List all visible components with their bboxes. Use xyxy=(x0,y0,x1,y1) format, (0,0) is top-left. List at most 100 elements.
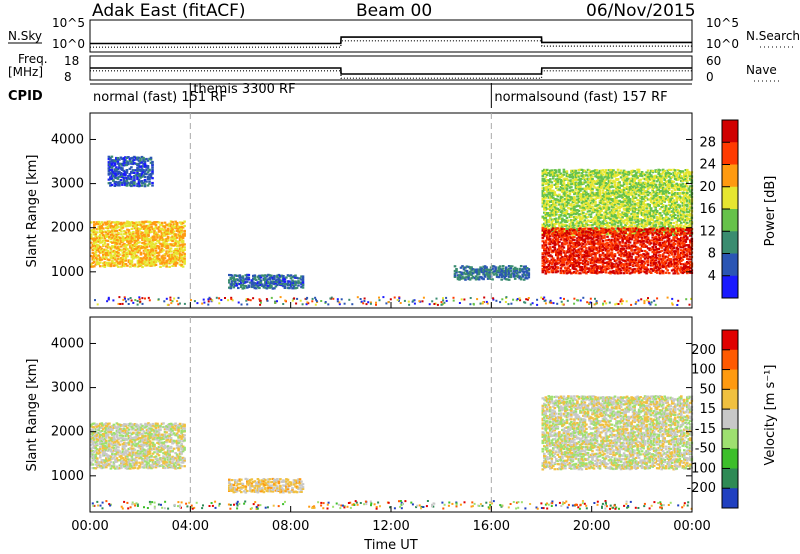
power-cell-3132 xyxy=(630,203,633,206)
power-cell-2709 xyxy=(603,211,606,214)
power-cell-3676 xyxy=(666,179,669,183)
power-cell-532 xyxy=(112,238,116,241)
power-cell-4562 xyxy=(589,246,593,249)
power-cell-3107 xyxy=(628,207,632,210)
power-cell-4900 xyxy=(621,241,624,244)
power-cell-681 xyxy=(127,240,131,243)
power-cell-852 xyxy=(142,222,146,225)
power-cell-229 xyxy=(139,159,142,162)
power-cell-2410 xyxy=(582,181,585,184)
power-cell-794 xyxy=(138,261,141,264)
power-cell-2488 xyxy=(588,203,591,206)
power-cell-2408 xyxy=(582,187,585,190)
power-cell-4941 xyxy=(625,263,629,267)
power-cell-1723 xyxy=(510,265,514,268)
power-cell-2138 xyxy=(564,191,567,194)
noise-right-tick-top: 10^5 xyxy=(706,16,739,30)
power-cell-4637 xyxy=(595,233,599,237)
power-cell-1232 xyxy=(178,230,182,234)
power-cell-1147 xyxy=(171,239,174,243)
power-cell-818 xyxy=(139,231,143,234)
power-cell-3546 xyxy=(658,222,662,225)
power-cell-3460 xyxy=(652,221,656,224)
power-cell-3209 xyxy=(634,182,638,185)
power-cell-689 xyxy=(127,221,131,224)
power-cell-2558 xyxy=(592,198,596,202)
power-cell-4869 xyxy=(618,241,621,244)
power-cell-4113 xyxy=(547,263,551,266)
power-cell-134 xyxy=(125,180,129,183)
power-cell-3758 xyxy=(672,214,675,218)
power-cell-3043 xyxy=(624,197,627,200)
power-cell-1380 xyxy=(256,281,260,284)
power-cell-4382 xyxy=(573,248,576,251)
power-cell-966 xyxy=(153,255,156,258)
power-cell-50 xyxy=(113,174,117,177)
power-cell-2361 xyxy=(579,183,582,186)
power-cell-4069 xyxy=(543,255,546,258)
power-cell-703 xyxy=(129,233,132,236)
power-cell-1044 xyxy=(160,234,164,237)
power-cell-87 xyxy=(118,164,121,167)
power-cell-3207 xyxy=(634,186,638,190)
power-cell-3965 xyxy=(686,203,689,206)
power-cell-2530 xyxy=(591,208,594,211)
power-cell-1991 xyxy=(555,229,558,232)
power-cell-1572 xyxy=(465,271,469,274)
power-cell-111 xyxy=(122,178,126,181)
power-cell-3872 xyxy=(680,213,683,217)
power-cell-3331 xyxy=(643,223,647,226)
power-cell-2684 xyxy=(601,224,605,228)
power-cell-3428 xyxy=(649,183,653,186)
power-cell-3669 xyxy=(666,209,669,212)
power-cell-4359 xyxy=(571,265,575,268)
power-cell-2290 xyxy=(574,188,578,191)
power-cell-4219 xyxy=(558,253,561,256)
power-cell-2054 xyxy=(559,225,563,228)
power-cell-3644 xyxy=(664,215,668,218)
power-cell-3973 xyxy=(686,181,689,184)
power-cell-2752 xyxy=(606,227,609,230)
power-cell-3827 xyxy=(676,205,680,208)
power-cell-973 xyxy=(153,235,156,238)
power-cell-2710 xyxy=(603,206,606,209)
power-cell-1544 xyxy=(456,278,460,281)
power-cell-3843 xyxy=(678,223,682,226)
power-cell-543 xyxy=(114,247,117,250)
power-cell-4862 xyxy=(618,263,621,266)
power-cell-342 xyxy=(94,263,98,266)
power-cell-902 xyxy=(147,234,150,238)
power-cell-38 xyxy=(112,179,115,182)
power-cell-542 xyxy=(114,250,117,253)
power-cell-3267 xyxy=(639,206,642,209)
power-cell-4607 xyxy=(594,271,597,274)
power-cell-2492 xyxy=(588,185,591,188)
power-cell-3647 xyxy=(664,208,668,211)
power-cell-1839 xyxy=(544,206,548,209)
power-cell-903 xyxy=(147,233,150,236)
power-cell-4049 xyxy=(541,259,545,262)
power-cell-2808 xyxy=(609,201,612,205)
power-cell-1926 xyxy=(550,222,554,225)
power-cell-1665 xyxy=(494,269,497,272)
power-cell-667 xyxy=(126,243,129,247)
power-cell-3649 xyxy=(664,204,668,207)
power-cell-4112 xyxy=(547,264,551,268)
power-cell-3386 xyxy=(646,182,650,185)
power-cell-608 xyxy=(120,240,123,243)
power-cell-3014 xyxy=(622,203,626,206)
power-cell-1157 xyxy=(172,259,176,262)
power-cell-3226 xyxy=(636,202,639,205)
power-cell-3322 xyxy=(642,188,645,191)
power-cell-4619 xyxy=(594,239,597,242)
power-cell-2047 xyxy=(558,176,561,179)
power-cell-1901 xyxy=(549,223,552,226)
power-cell-1409 xyxy=(264,276,267,280)
power-cell-417 xyxy=(102,256,105,259)
power-cell-2202 xyxy=(568,179,572,182)
power-cell-3750 xyxy=(670,176,674,179)
power-cell-1479 xyxy=(283,280,287,283)
power-cell-3858 xyxy=(678,183,682,186)
power-cell-3007 xyxy=(622,219,626,222)
power-cell-4740 xyxy=(606,261,609,264)
